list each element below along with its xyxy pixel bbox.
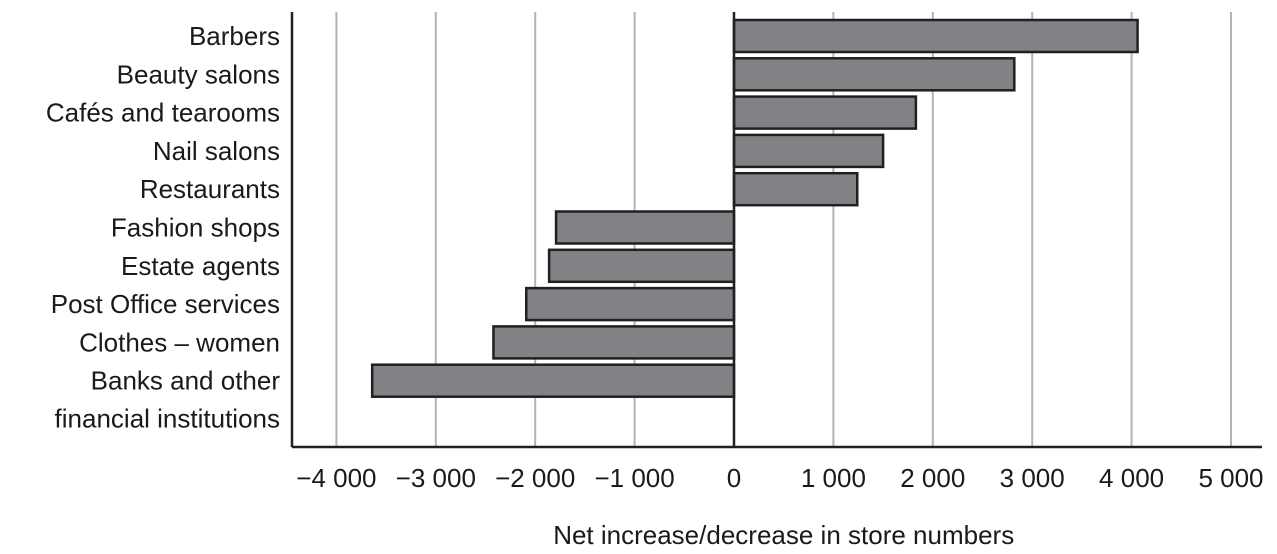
bar: [492, 325, 736, 360]
bar: [732, 57, 1016, 92]
category-label: Cafés and tearooms: [46, 98, 280, 128]
bars: [370, 18, 1139, 398]
x-tick-label: 5 000: [1198, 463, 1263, 493]
x-tick-label: −4 000: [296, 463, 376, 493]
category-label: Fashion shops: [111, 213, 280, 243]
x-tick-label: −1 000: [594, 463, 674, 493]
category-label: Post Office services: [51, 289, 280, 319]
bar: [732, 18, 1139, 54]
bar: [554, 210, 736, 245]
bar: [547, 248, 736, 284]
category-label: Nail salons: [153, 136, 280, 166]
category-label: Barbers: [189, 21, 280, 51]
x-tick-label: −2 000: [495, 463, 575, 493]
category-labels: Barbers Beauty salons Cafés and tearooms Na…: [46, 21, 280, 434]
category-label: Banks and other financial institutions: [55, 366, 281, 434]
category-label: Clothes – women: [79, 327, 280, 357]
category-label: Restaurants: [140, 174, 280, 204]
x-axis-title: Net increase/decrease in store numbers: [553, 520, 1014, 550]
x-tick-label: 3 000: [1000, 463, 1065, 493]
category-label: Estate agents: [121, 251, 280, 281]
x-tick-label: 1 000: [801, 463, 866, 493]
x-tick-labels: −4 000 −3 000 −2 000 −1 000 0 1 000 2 000 3 000…: [296, 463, 1263, 493]
bar: [732, 133, 885, 169]
x-tick-label: −3 000: [396, 463, 476, 493]
x-tick-label: 2 000: [900, 463, 965, 493]
x-tick-label: 4 000: [1099, 463, 1164, 493]
bar: [732, 171, 859, 207]
bar: [370, 363, 736, 398]
x-tick-label: 0: [727, 463, 741, 493]
bar: [525, 286, 736, 322]
bar: [732, 95, 918, 130]
category-label: Beauty salons: [117, 59, 280, 89]
